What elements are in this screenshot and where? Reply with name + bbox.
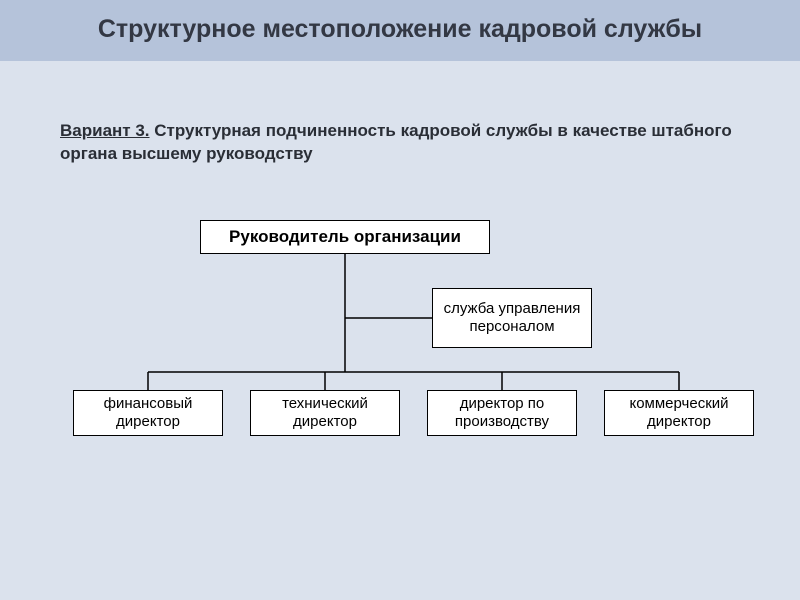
- title-bar: Структурное местоположение кадровой служ…: [0, 0, 800, 61]
- node-tech: технический директор: [250, 390, 400, 436]
- node-prod: директор по производству: [427, 390, 577, 436]
- node-root-label: Руководитель организации: [229, 227, 461, 247]
- node-comm-label: коммерческий директор: [611, 395, 747, 431]
- node-staff: служба управления персоналом: [432, 288, 592, 348]
- subtitle-variant: Вариант 3.: [60, 121, 150, 140]
- subtitle: Вариант 3. Структурная подчиненность кад…: [60, 120, 740, 166]
- node-root: Руководитель организации: [200, 220, 490, 254]
- org-chart-connectors: [0, 0, 800, 600]
- org-chart: Руководитель организации служба управлен…: [0, 0, 800, 600]
- node-tech-label: технический директор: [257, 395, 393, 431]
- node-fin: финансовый директор: [73, 390, 223, 436]
- node-prod-label: директор по производству: [434, 395, 570, 431]
- subtitle-rest: Структурная подчиненность кадровой служб…: [60, 121, 732, 163]
- node-comm: коммерческий директор: [604, 390, 754, 436]
- node-fin-label: финансовый директор: [80, 395, 216, 431]
- page-title: Структурное местоположение кадровой служ…: [20, 14, 780, 45]
- node-staff-label: служба управления персоналом: [439, 300, 585, 336]
